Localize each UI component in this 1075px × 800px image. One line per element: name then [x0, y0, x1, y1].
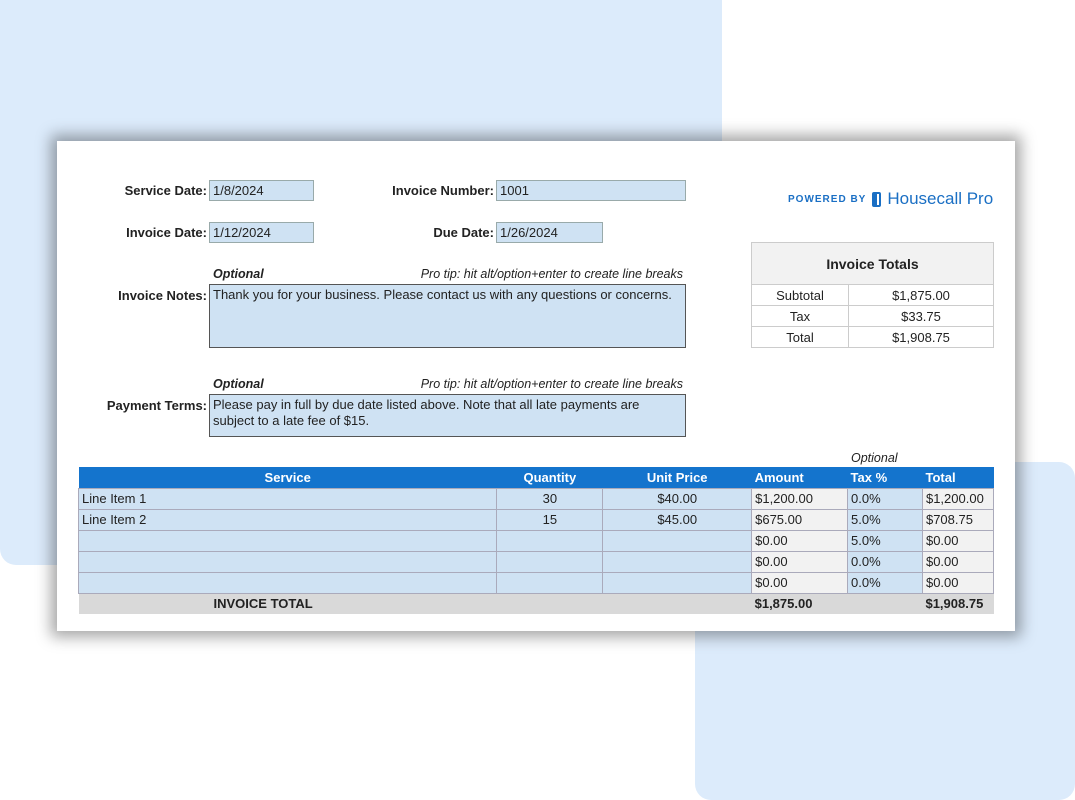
notes-optional: Optional — [213, 267, 264, 281]
cell-quantity[interactable] — [496, 550, 604, 573]
cell-tax[interactable]: 0.0% — [847, 571, 923, 594]
totals-row: Total $1,908.75 — [751, 326, 994, 348]
totals-row: Subtotal $1,875.00 — [751, 284, 994, 306]
line-item-row: $0.00 5.0% $0.00 — [77, 529, 995, 552]
cell-unit-price[interactable]: $40.00 — [602, 487, 753, 510]
invoice-total-label: INVOICE TOTAL — [78, 593, 752, 614]
cell-unit-price[interactable]: $45.00 — [602, 508, 753, 531]
invoice-totals-table: Invoice Totals Subtotal $1,875.00 Tax $33.… — [751, 242, 994, 348]
line-item-row: Line Item 1 30 $40.00 $1,200.00 0.0% $1,200.0… — [77, 487, 995, 510]
tax-value: $33.75 — [848, 305, 994, 327]
invoice-sheet: Service Date: 1/8/2024 Invoice Number: 1… — [57, 141, 1015, 631]
line-item-row: $0.00 0.0% $0.00 — [77, 571, 995, 594]
cell-amount: $675.00 — [751, 508, 849, 531]
footer-blank — [847, 593, 923, 614]
header-amount: Amount — [751, 467, 848, 488]
cell-quantity[interactable]: 15 — [496, 508, 604, 531]
terms-optional: Optional — [213, 377, 264, 391]
header-quantity: Quantity — [496, 467, 603, 488]
cell-unit-price[interactable] — [602, 529, 753, 552]
service-date-field[interactable]: 1/8/2024 — [209, 180, 314, 201]
cell-total: $0.00 — [921, 550, 995, 573]
invoice-total-row: INVOICE TOTAL $1,875.00 $1,908.75 — [78, 593, 994, 614]
cell-amount: $0.00 — [751, 529, 849, 552]
header-tax: Tax % — [847, 467, 923, 488]
payment-terms-label: Payment Terms: — [106, 398, 207, 413]
cell-service[interactable]: Line Item 1 — [77, 487, 498, 510]
due-date-field[interactable]: 1/26/2024 — [496, 222, 603, 243]
subtotal-label: Subtotal — [751, 284, 849, 306]
invoice-number-field[interactable]: 1001 — [496, 180, 686, 201]
cell-unit-price[interactable] — [602, 571, 753, 594]
invoice-notes-input[interactable]: Thank you for your business. Please cont… — [209, 284, 686, 348]
powered-by-text: POWERED BY — [788, 193, 867, 205]
line-items-table: Service Quantity Unit Price Amount Tax %… — [77, 467, 995, 614]
cell-tax[interactable]: 0.0% — [847, 550, 923, 573]
cell-unit-price[interactable] — [602, 550, 753, 573]
cell-quantity[interactable] — [496, 529, 604, 552]
cell-amount: $0.00 — [751, 550, 849, 573]
cell-quantity[interactable]: 30 — [496, 487, 604, 510]
subtotal-value: $1,875.00 — [848, 284, 994, 306]
cell-total: $0.00 — [921, 571, 995, 594]
invoice-notes-label: Invoice Notes: — [118, 288, 207, 303]
brand-name: Housecall Pro — [887, 189, 994, 208]
cell-service[interactable] — [77, 550, 498, 573]
header-service: Service — [78, 467, 497, 488]
cell-service[interactable] — [77, 529, 498, 552]
cell-quantity[interactable] — [496, 571, 604, 594]
cell-service[interactable] — [77, 571, 498, 594]
cell-amount: $0.00 — [751, 571, 849, 594]
tax-label: Tax — [751, 305, 849, 327]
line-items-header: Service Quantity Unit Price Amount Tax %… — [78, 467, 994, 488]
service-date-label: Service Date: — [124, 183, 207, 198]
cell-total: $1,200.00 — [921, 487, 995, 510]
invoice-total-amount: $1,875.00 — [751, 593, 848, 614]
due-date-label: Due Date: — [433, 225, 494, 240]
cell-total: $0.00 — [921, 529, 995, 552]
payment-terms-input[interactable]: Please pay in full by due date listed ab… — [209, 394, 686, 437]
cell-tax[interactable]: 5.0% — [847, 508, 923, 531]
line-item-row: Line Item 2 15 $45.00 $675.00 5.0% $708.75 — [77, 508, 995, 531]
invoice-date-label: Invoice Date: — [126, 225, 207, 240]
line-item-row: $0.00 0.0% $0.00 — [77, 550, 995, 573]
header-total: Total — [922, 467, 994, 488]
cell-service[interactable]: Line Item 2 — [77, 508, 498, 531]
total-value: $1,908.75 — [848, 326, 994, 348]
cell-tax[interactable]: 5.0% — [847, 529, 923, 552]
cell-tax[interactable]: 0.0% — [847, 487, 923, 510]
notes-tip: Pro tip: hit alt/option+enter to create … — [420, 267, 683, 281]
totals-row: Tax $33.75 — [751, 305, 994, 327]
cell-amount: $1,200.00 — [751, 487, 849, 510]
invoice-totals-title: Invoice Totals — [751, 242, 994, 285]
terms-tip: Pro tip: hit alt/option+enter to create … — [420, 377, 683, 391]
invoice-total-total: $1,908.75 — [922, 593, 994, 614]
invoice-number-label: Invoice Number: — [392, 183, 494, 198]
tax-optional: Optional — [851, 451, 898, 465]
cell-total: $708.75 — [921, 508, 995, 531]
housecall-logo-icon — [872, 191, 882, 207]
invoice-date-field[interactable]: 1/12/2024 — [209, 222, 314, 243]
total-label: Total — [751, 326, 849, 348]
header-unit-price: Unit Price — [602, 467, 752, 488]
housecall-pro-logo: POWERED BY Housecall Pro — [788, 189, 993, 209]
